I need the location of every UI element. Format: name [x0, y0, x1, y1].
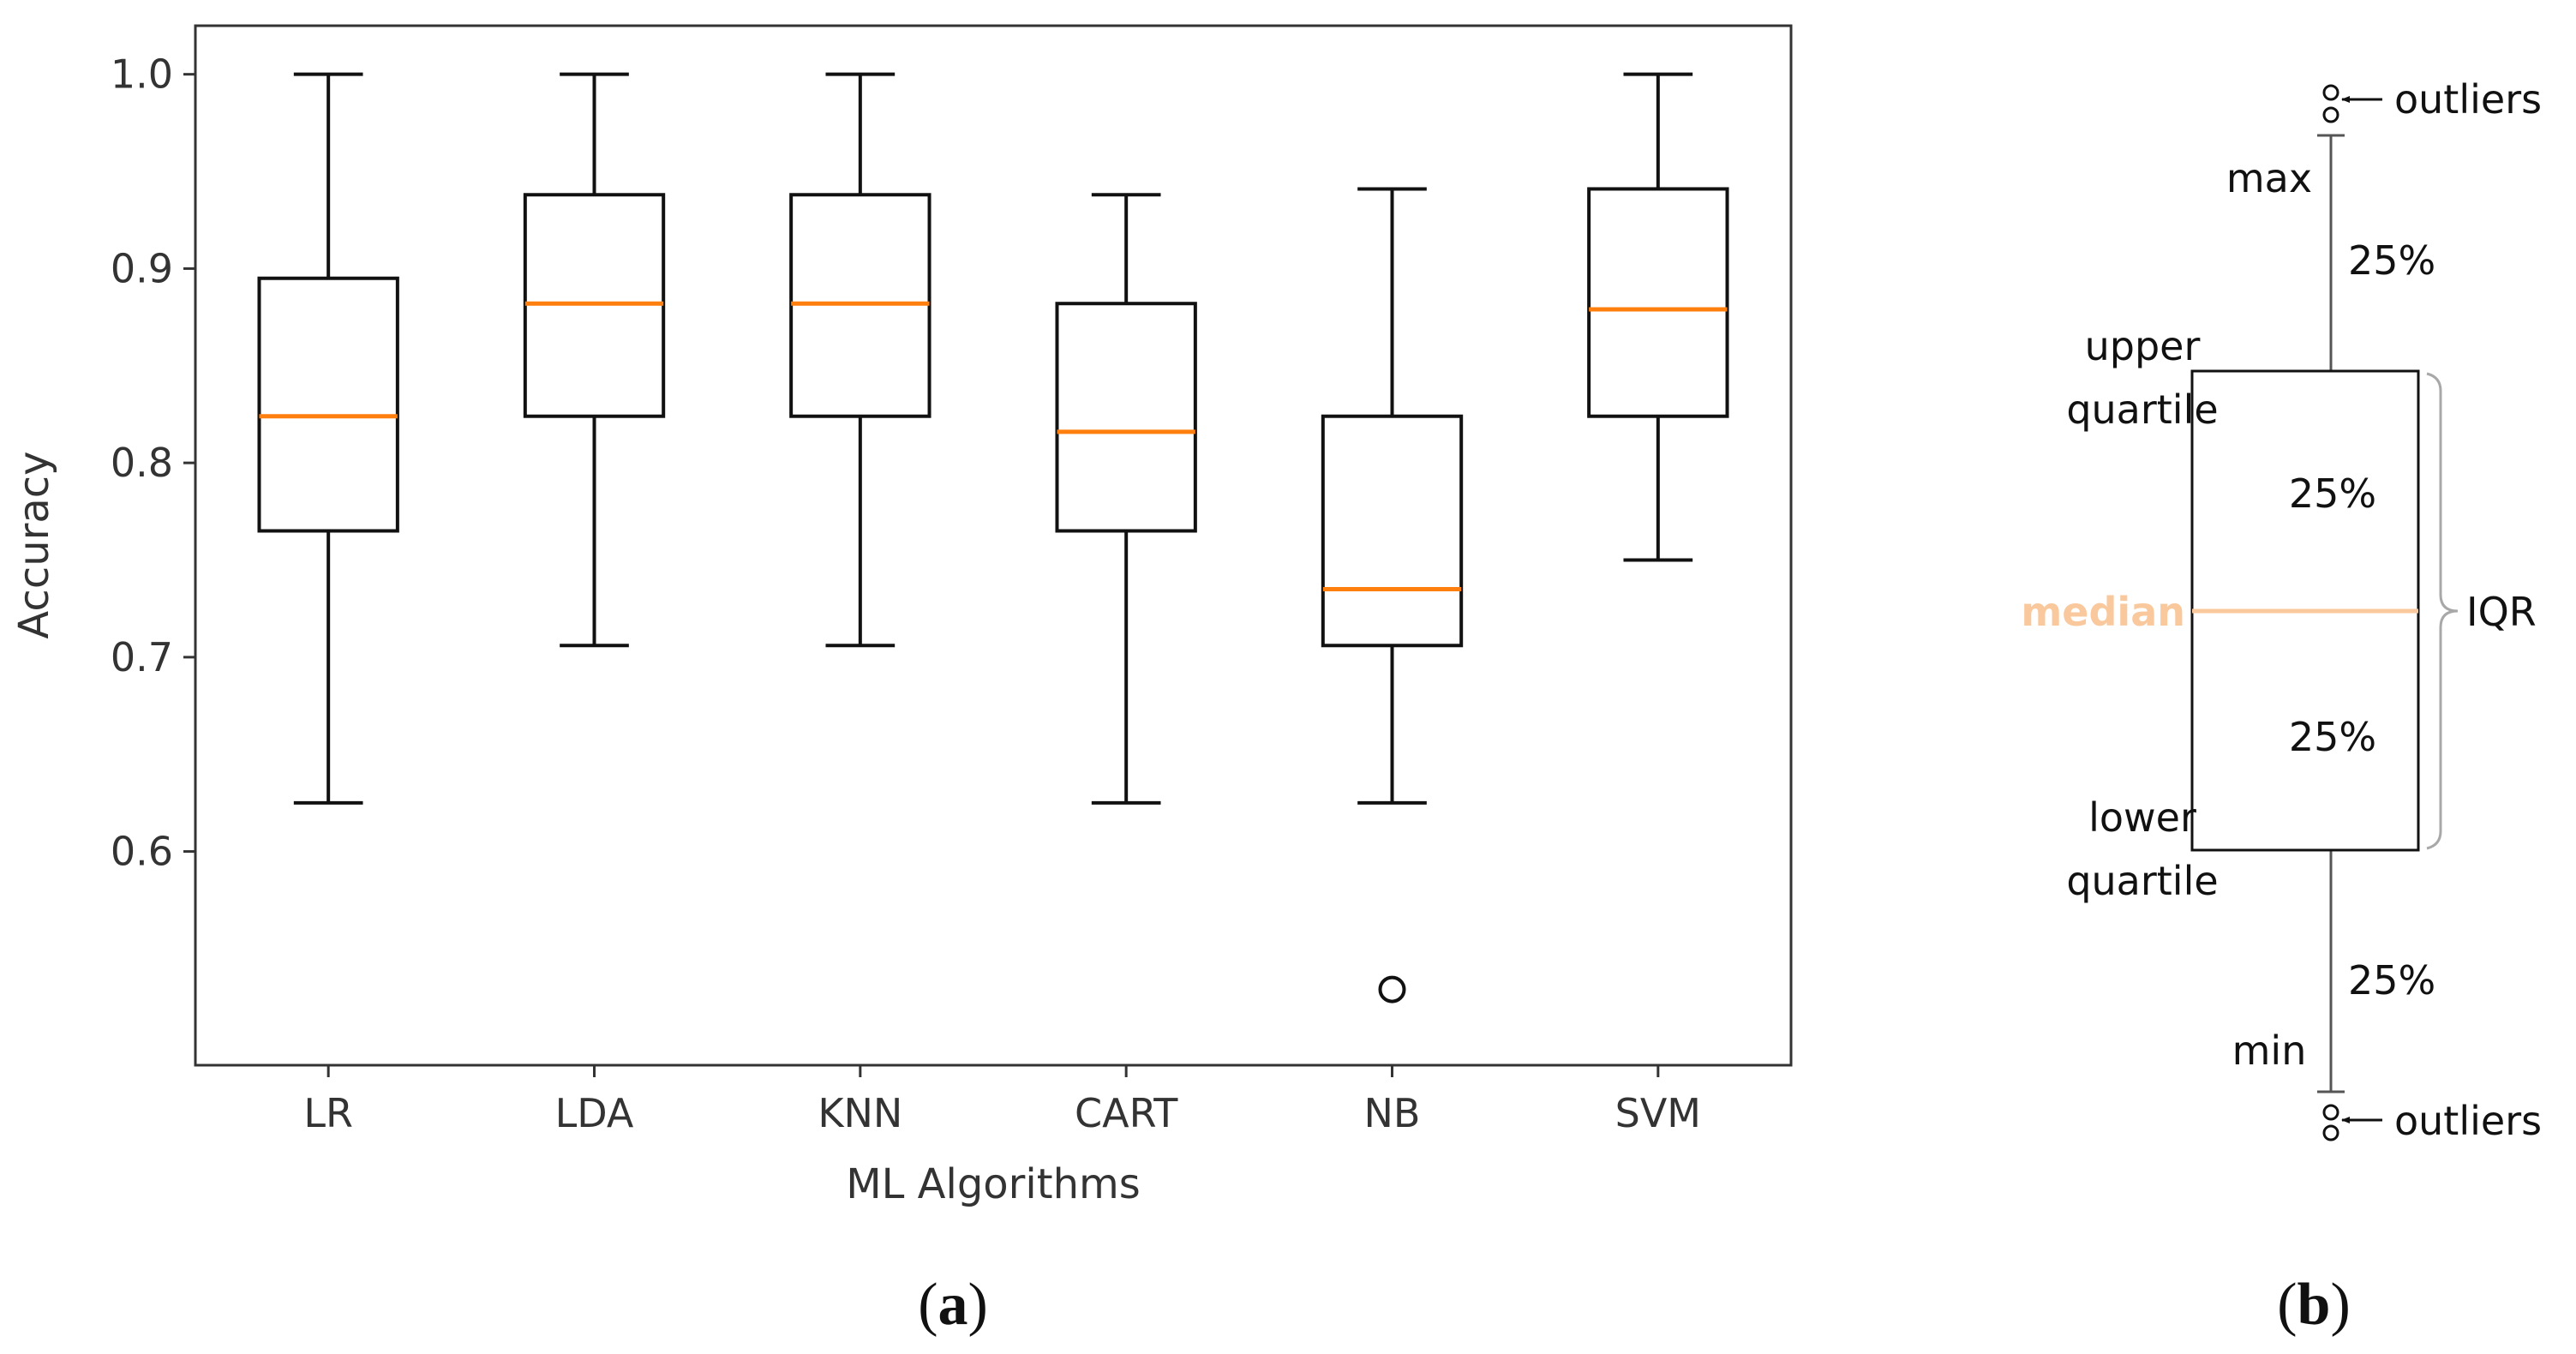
- y-tick-label: 0.6: [111, 829, 173, 875]
- x-tick-label: LDA: [555, 1090, 634, 1136]
- x-tick-label: CART: [1075, 1090, 1178, 1136]
- panel-label-b: (b): [2277, 1272, 2351, 1338]
- diagram-outlier-marker: [2322, 84, 2339, 101]
- diagram-outlier-marker: [2322, 106, 2339, 123]
- box-upper-pct: 25%: [2289, 470, 2376, 517]
- outlier-marker: [1378, 975, 1406, 1004]
- panel-label-a: (a): [918, 1272, 988, 1338]
- box-lower-pct: 25%: [2289, 714, 2376, 760]
- iqr-bracket: [2426, 372, 2459, 850]
- x-axis-title: ML Algorithms: [846, 1160, 1141, 1208]
- outliers-top-label: outliers: [2394, 76, 2542, 123]
- lower-quartile-label: lower: [2088, 794, 2196, 841]
- box-lr: [257, 72, 399, 805]
- iqr-box: [1055, 302, 1197, 533]
- upper-quartile-label: upper: [2085, 323, 2201, 369]
- lower-whisker-pct: 25%: [2348, 957, 2435, 1004]
- x-axis: LR LDA KNN CART NB SVM: [303, 1065, 1701, 1136]
- plot-frame: [194, 24, 1793, 1067]
- box-nb: [1321, 187, 1464, 1004]
- iqr-box: [1587, 187, 1729, 418]
- diagram-outlier-marker: [2322, 1124, 2339, 1141]
- box-knn: [789, 72, 932, 648]
- iqr-label: IQR: [2466, 589, 2537, 635]
- upper-whisker-pct: 25%: [2348, 237, 2435, 284]
- lower-quartile-label-2: quartile: [2066, 858, 2218, 904]
- box-svm: [1587, 72, 1729, 562]
- y-tick-label: 0.7: [111, 634, 173, 680]
- median-label: median: [2021, 589, 2185, 635]
- x-tick-label: NB: [1364, 1090, 1421, 1136]
- box-series: [257, 72, 1729, 1004]
- box-cart: [1055, 193, 1197, 805]
- upper-quartile-label-2: quartile: [2066, 386, 2218, 433]
- iqr-box: [1321, 414, 1464, 648]
- diagram-outlier-marker: [2322, 1104, 2339, 1121]
- boxplot-legend-diagram: outliers max 25% upper quartile 25% medi…: [2021, 76, 2542, 1338]
- y-axis-title: Accuracy: [10, 451, 58, 638]
- box-lda: [523, 72, 666, 648]
- iqr-box: [257, 276, 399, 533]
- max-label: max: [2226, 155, 2312, 201]
- min-label: min: [2232, 1027, 2307, 1074]
- x-tick-label: SVM: [1615, 1090, 1701, 1136]
- x-tick-label: LR: [303, 1090, 353, 1136]
- outliers-bottom-label: outliers: [2394, 1098, 2542, 1144]
- y-tick-label: 0.8: [111, 440, 173, 486]
- box-plot-panel: 0.6 0.7 0.8 0.9 1.0 LR LDA KNN CART NB SVM ML Alg…: [10, 24, 1793, 1338]
- y-tick-label: 1.0: [111, 51, 173, 98]
- y-tick-label: 0.9: [111, 245, 173, 291]
- x-tick-label: KNN: [818, 1090, 902, 1136]
- y-axis: 0.6 0.7 0.8 0.9 1.0: [111, 51, 195, 875]
